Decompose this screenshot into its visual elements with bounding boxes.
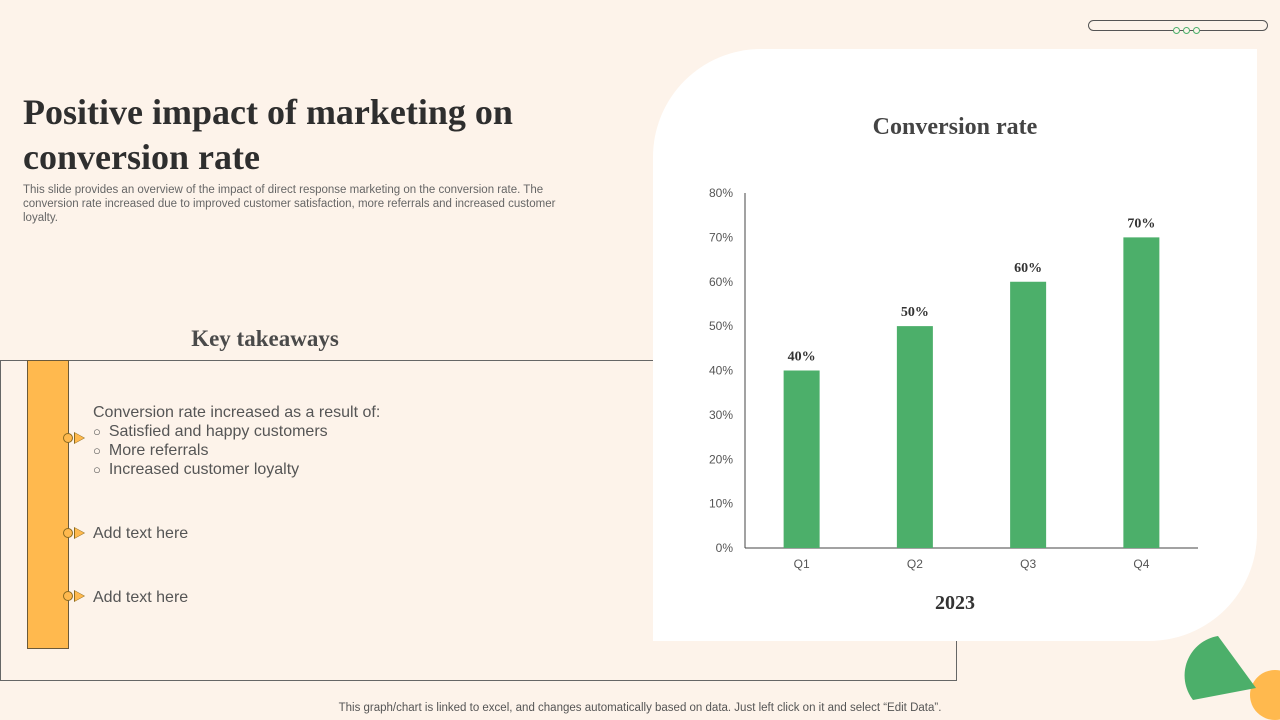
- y-tick-label: 20%: [709, 452, 733, 466]
- x-tick-label: Q3: [1020, 557, 1036, 571]
- y-tick-label: 10%: [709, 497, 733, 511]
- pill-dot: [1173, 27, 1180, 34]
- bullet-marker-icon: [63, 527, 87, 539]
- bar: [1010, 281, 1047, 548]
- decorative-pie-shape: [1184, 636, 1280, 720]
- slide-title: Positive impact of marketing on conversi…: [23, 92, 513, 177]
- y-tick-label: 80%: [709, 186, 733, 200]
- y-tick-label: 60%: [709, 275, 733, 289]
- chart-subtitle: 2023: [935, 592, 975, 614]
- takeaway-item-1: Conversion rate increased as a result of…: [93, 403, 380, 479]
- takeaway-bullet-list: Satisfied and happy customers More refer…: [93, 422, 380, 479]
- takeaways-accent-bar: [27, 360, 69, 649]
- bar-value-label: 60%: [1014, 261, 1042, 276]
- conversion-rate-chart: 0% 10% 20% 30% 40% 50% 60% 70% 80% 40% Q1 50% Q2 60% Q…: [709, 186, 1198, 571]
- bar: [896, 326, 933, 548]
- x-tick-label: Q4: [1133, 557, 1149, 571]
- takeaway-text: Conversion rate increased as a result of…: [93, 404, 381, 421]
- bar-value-label: 70%: [1127, 216, 1155, 231]
- bullet-marker-icon: [63, 432, 87, 444]
- y-tick-label: 50%: [709, 319, 733, 333]
- x-tick-label: Q1: [794, 557, 810, 571]
- y-tick-label: 70%: [709, 230, 733, 244]
- takeaway-bullet: Satisfied and happy customers: [93, 422, 380, 441]
- bar-value-label: 50%: [901, 305, 929, 320]
- takeaway-bullet: Increased customer loyalty: [93, 460, 380, 479]
- takeaway-bullet: More referrals: [93, 441, 380, 460]
- chart-title: Conversion rate: [872, 114, 1038, 140]
- y-tick-label: 30%: [709, 408, 733, 422]
- takeaways-heading: Key takeaways: [191, 326, 339, 351]
- bar: [1123, 237, 1160, 548]
- pill-dot: [1183, 27, 1190, 34]
- footer-note: This graph/chart is linked to excel, and…: [338, 702, 942, 714]
- bar: [783, 370, 820, 548]
- bar-value-label: 40%: [788, 350, 816, 365]
- y-tick-label: 40%: [709, 364, 733, 378]
- y-tick-label: 0%: [716, 541, 734, 555]
- bullet-marker-icon: [63, 590, 87, 602]
- x-tick-label: Q2: [907, 557, 923, 571]
- takeaway-item-3: Add text here: [93, 589, 189, 606]
- takeaway-item-2: Add text here: [93, 525, 189, 542]
- pill-dot: [1193, 27, 1200, 34]
- pill-dots: [1173, 27, 1200, 34]
- slide-description: This slide provides an overview of the i…: [23, 184, 556, 224]
